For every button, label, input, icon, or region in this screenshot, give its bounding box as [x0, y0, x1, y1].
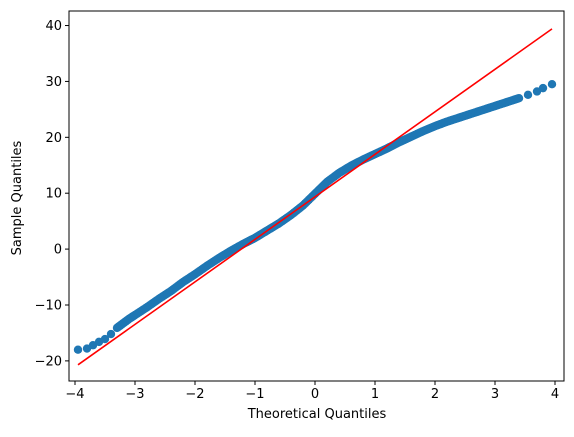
y-tick-label: 0 — [54, 243, 62, 258]
x-tick-label: −1 — [245, 387, 264, 402]
x-tick-label: 2 — [431, 387, 439, 402]
x-tick-label: 4 — [551, 387, 559, 402]
plot-frame — [68, 10, 565, 382]
x-tick-label: 3 — [491, 387, 499, 402]
x-tick-label: −4 — [65, 387, 84, 402]
y-tick-label: 30 — [45, 75, 62, 90]
sample-point — [100, 334, 110, 344]
reference-line — [77, 28, 553, 366]
x-tick-label: −3 — [125, 387, 144, 402]
sample-point — [523, 90, 533, 100]
sample-point — [73, 345, 83, 354]
y-tick-label: −20 — [35, 354, 62, 369]
sample-point — [106, 329, 116, 339]
sample-point — [514, 93, 524, 103]
sample-points — [73, 80, 557, 354]
y-axis-label: Sample Quantiles — [10, 140, 25, 255]
sample-point — [547, 80, 557, 89]
x-tick-label: 1 — [371, 387, 379, 402]
sample-point — [538, 83, 548, 93]
y-tick-label: 10 — [45, 187, 62, 202]
x-tick-label: 0 — [311, 387, 319, 402]
x-tick-label: −2 — [185, 387, 204, 402]
y-tick-label: 40 — [45, 19, 62, 34]
y-tick-label: 20 — [45, 131, 62, 146]
y-tick-label: −10 — [35, 298, 62, 313]
x-axis-label: Theoretical Quantiles — [247, 407, 387, 422]
